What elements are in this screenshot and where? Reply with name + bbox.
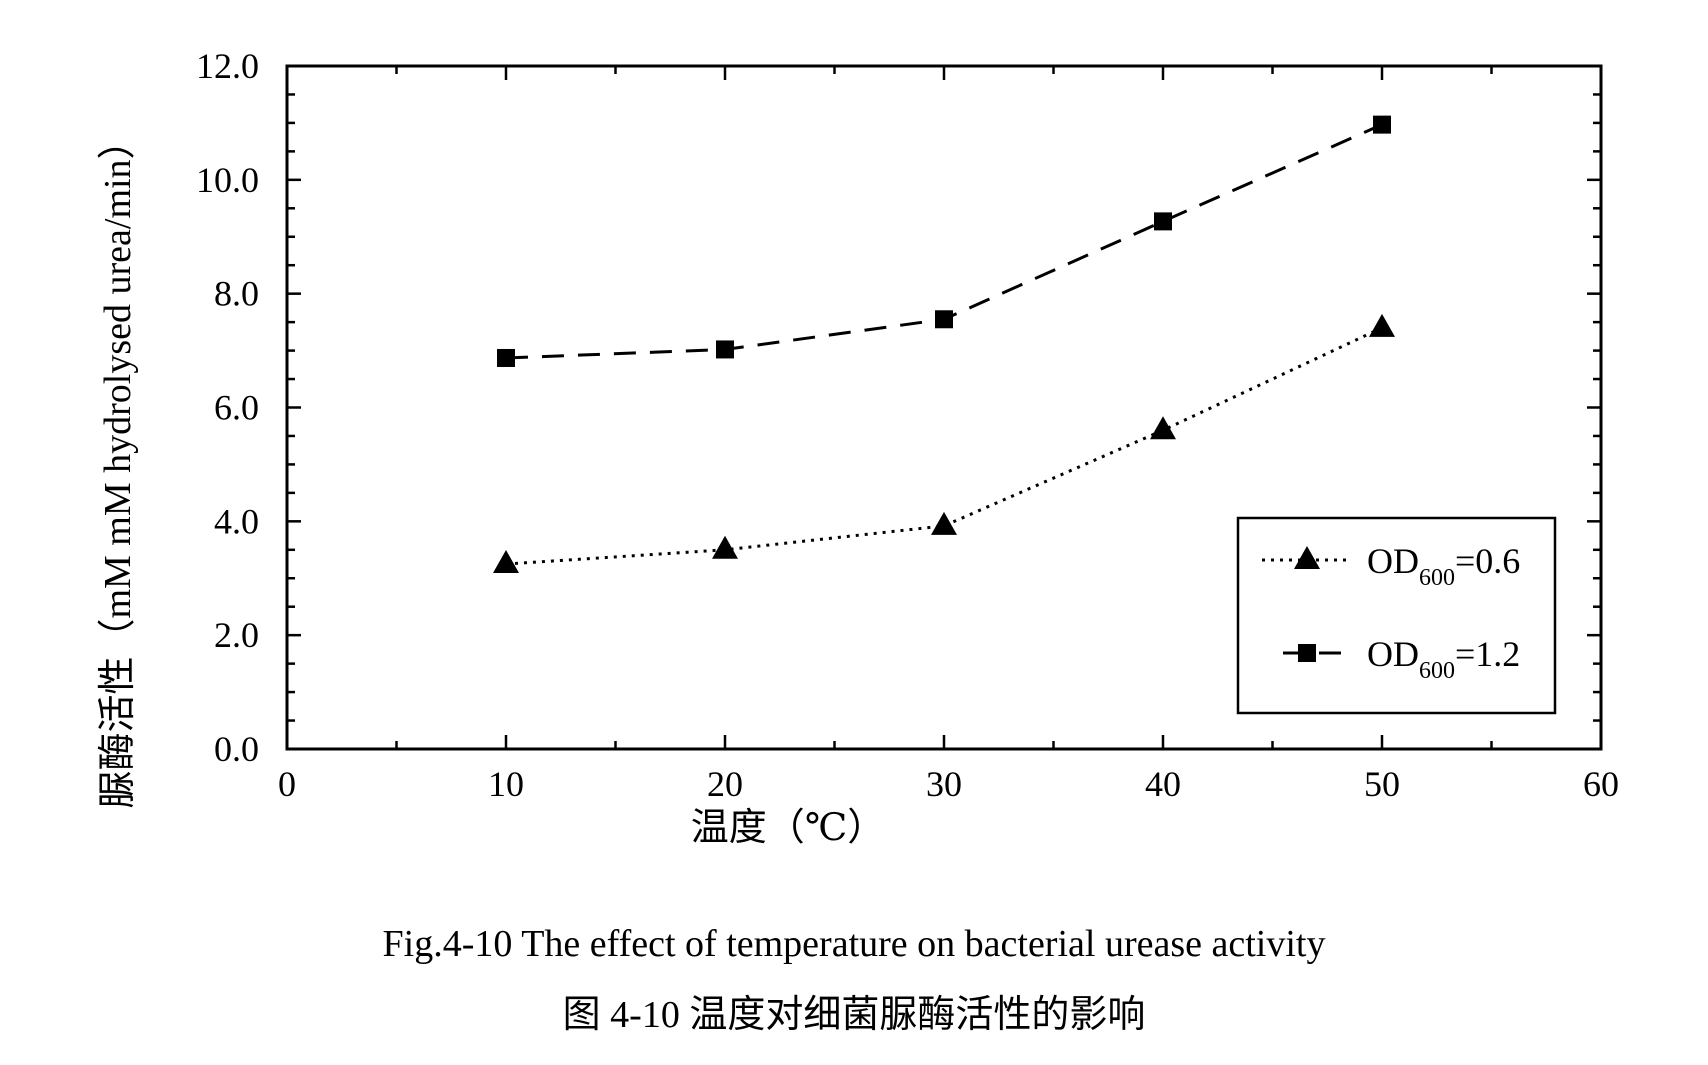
y-tick-label: 2.0 <box>214 615 259 655</box>
data-point-triangle <box>493 550 519 574</box>
x-tick-label: 20 <box>707 764 743 804</box>
y-tick-label: 4.0 <box>214 501 259 541</box>
x-axis-title: 温度（℃） <box>691 807 886 849</box>
data-point-triangle <box>712 535 738 559</box>
x-tick-label: 50 <box>1364 764 1400 804</box>
data-point-triangle <box>1150 416 1176 440</box>
y-tick-label: 6.0 <box>214 388 259 428</box>
y-tick-label: 10.0 <box>196 160 259 200</box>
data-point-square <box>716 340 734 359</box>
y-tick-label: 0.0 <box>214 729 259 769</box>
legend-marker-square <box>1298 644 1316 662</box>
x-tick-label: 30 <box>926 764 962 804</box>
legend-label-od-0.6: OD600=0.6 <box>1367 541 1520 591</box>
data-point-triangle <box>931 511 957 535</box>
legend-box <box>1236 516 1557 715</box>
x-tick-label: 40 <box>1145 764 1181 804</box>
y-axis-title: 脲酶活性（mM mM hydrolysed urea/min） <box>97 121 139 808</box>
legend-label-od-1.2: OD600=1.2 <box>1367 634 1520 684</box>
legend: OD600=0.6 OD600=1.2 <box>1236 516 1557 715</box>
data-point-triangle <box>1369 313 1395 337</box>
legend-entry-od-1.2: OD600=1.2 <box>1283 634 1520 684</box>
data-point-square <box>935 310 953 329</box>
data-point-square <box>1373 115 1391 134</box>
legend-entry-od-0.6: OD600=0.6 <box>1262 541 1520 591</box>
data-point-square <box>497 348 515 367</box>
x-tick-label: 0 <box>278 764 296 804</box>
x-tick-label: 10 <box>488 764 524 804</box>
figure-caption-english: Fig.4-10 The effect of temperature on ba… <box>382 923 1326 965</box>
tick-labels: 0 10 20 30 40 50 60 0.0 2.0 4.0 6.0 8.0 10.0 12.0 <box>196 46 1619 804</box>
y-tick-label: 8.0 <box>214 274 259 314</box>
plot-frame <box>285 64 1603 751</box>
legend-marker-triangle <box>1294 546 1320 569</box>
figure-caption-chinese: 图 4-10 温度对细菌脲酶活性的影响 <box>562 994 1146 1036</box>
data-point-square <box>1154 212 1172 231</box>
series-layer <box>493 115 1395 574</box>
y-tick-label: 12.0 <box>196 46 259 86</box>
series-line-od-0.6 <box>505 326 1383 566</box>
x-tick-label: 60 <box>1583 764 1619 804</box>
